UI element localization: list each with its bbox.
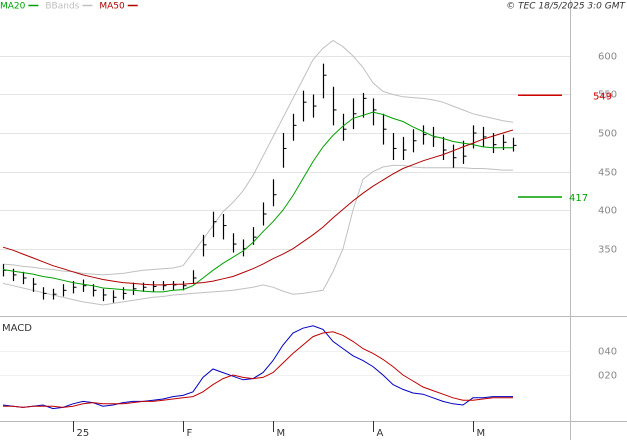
y-tick-label: 400 bbox=[598, 206, 617, 217]
level-label: 549 bbox=[593, 91, 612, 102]
legend-label: MA20 bbox=[0, 2, 26, 12]
x-tick-label: M bbox=[277, 428, 286, 439]
x-tick-label: A bbox=[377, 428, 384, 439]
x-tick-label: 25 bbox=[77, 428, 90, 439]
y-tick-label: 450 bbox=[598, 168, 617, 179]
legend-label: BBands bbox=[45, 2, 79, 12]
macd-line bbox=[2, 325, 513, 410]
y-tick-label: 350 bbox=[598, 245, 617, 256]
y-tick-label: 550 bbox=[598, 90, 617, 101]
y-tick-label: 020 bbox=[598, 371, 617, 382]
x-tick-label: F bbox=[187, 428, 193, 439]
moving-average bbox=[2, 129, 514, 286]
panel-title: MACD bbox=[2, 323, 32, 334]
moving-average bbox=[2, 111, 513, 293]
y-tick-label: 040 bbox=[598, 347, 617, 358]
y-tick-label: 600 bbox=[598, 52, 617, 63]
bband-lower bbox=[2, 164, 513, 306]
legend-label: MA50 bbox=[99, 2, 125, 12]
copyright: © TEC 18/5/2025 3:0 GMT bbox=[506, 2, 626, 12]
x-tick-label: M bbox=[477, 428, 486, 439]
level-label: 417 bbox=[569, 193, 588, 204]
bband-upper bbox=[2, 39, 514, 276]
y-tick-label: 500 bbox=[598, 129, 617, 140]
macd-line bbox=[3, 331, 513, 408]
